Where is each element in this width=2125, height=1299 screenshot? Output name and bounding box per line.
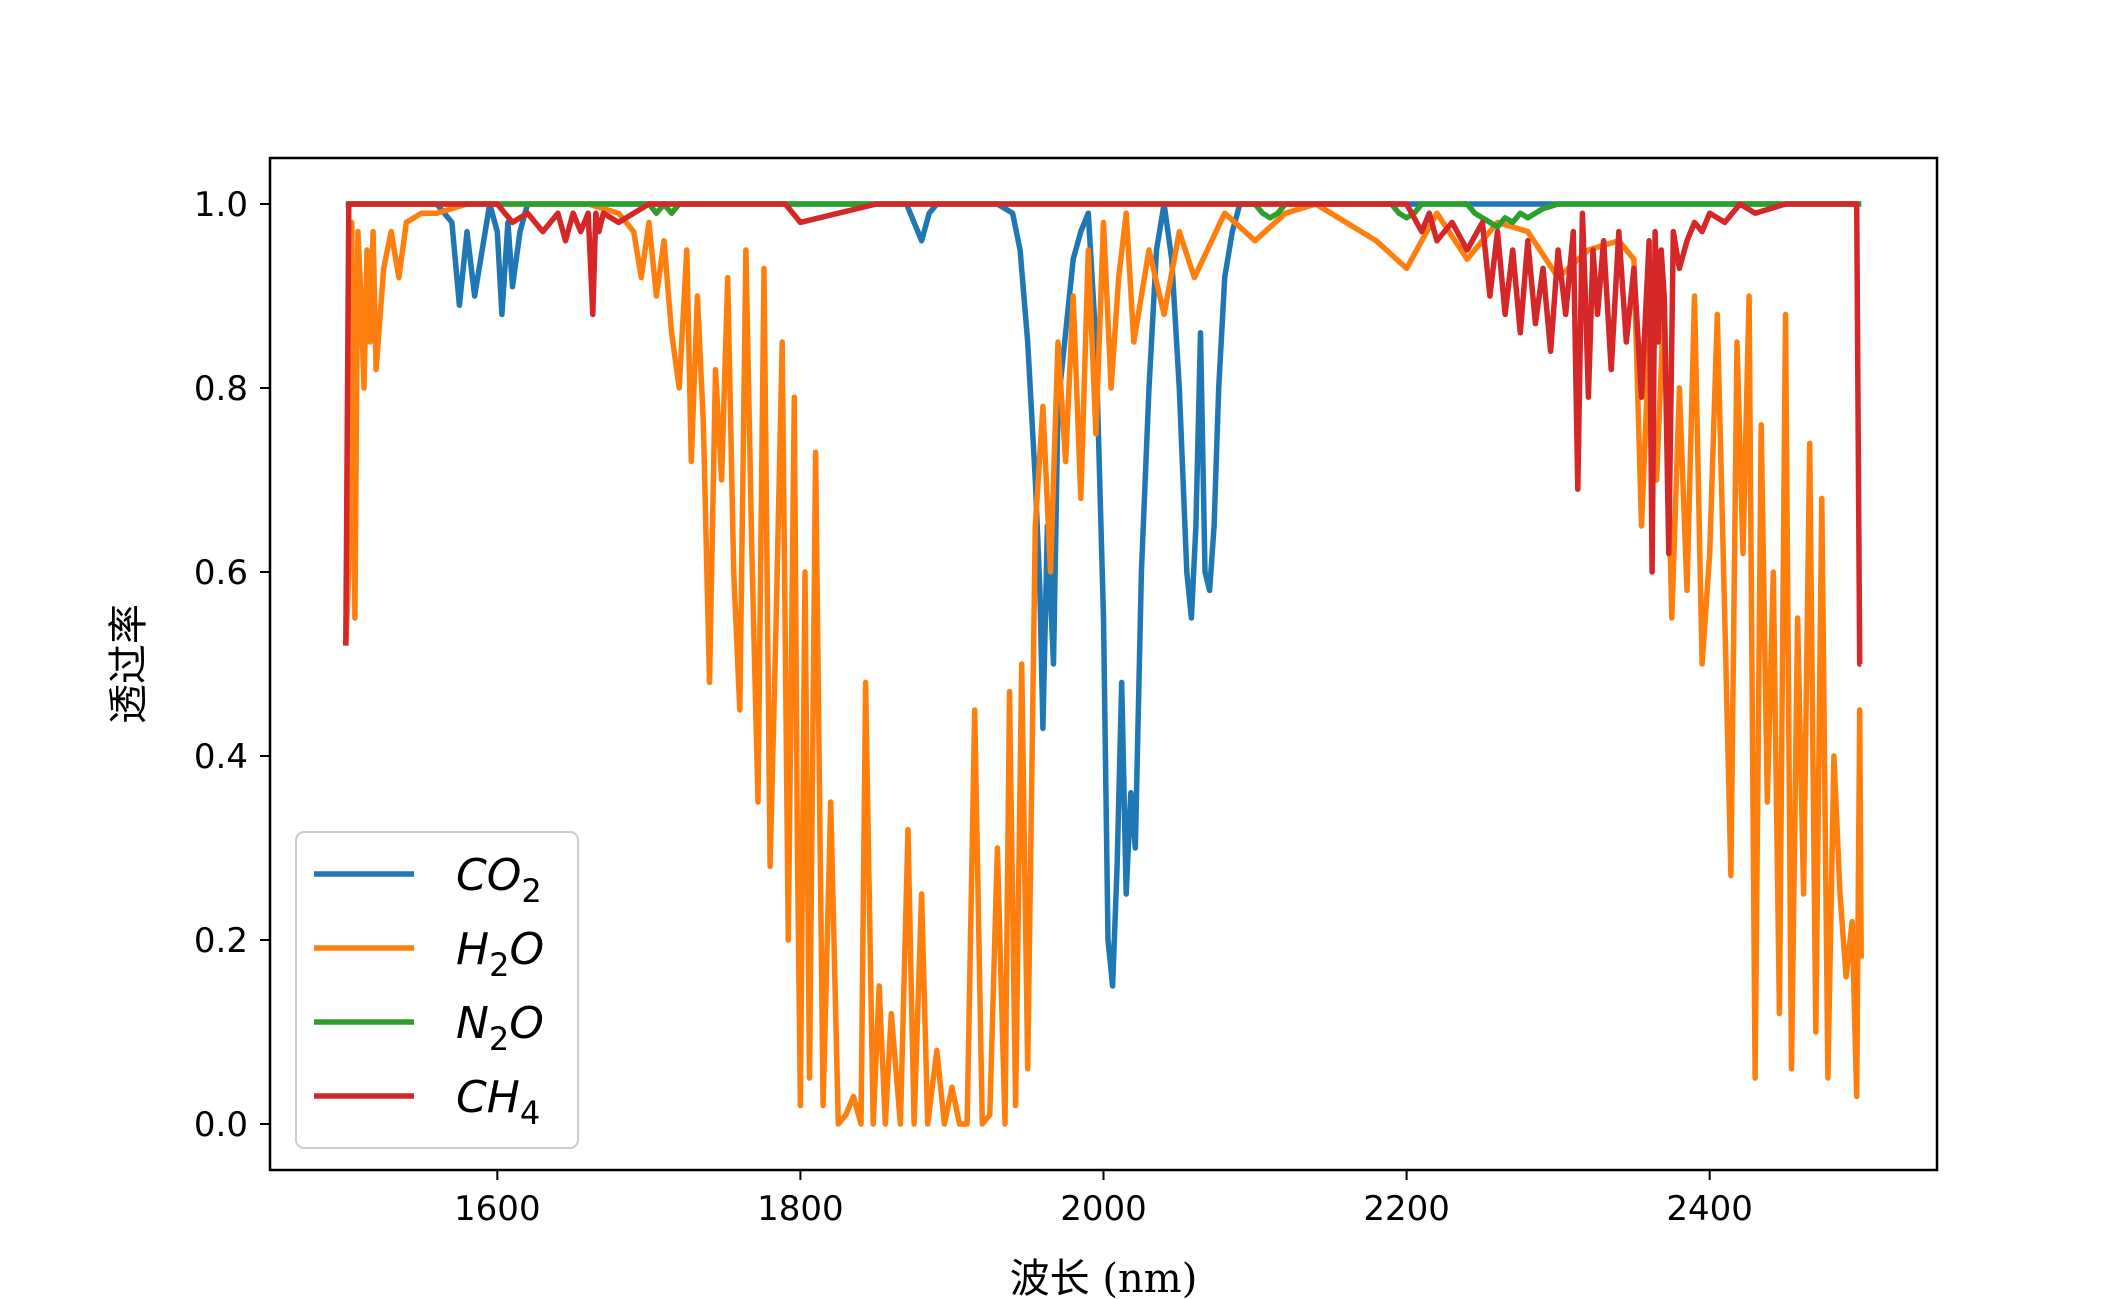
legend-label-n2o: N2O — [456, 998, 544, 1058]
legend-label-subscript: 2 — [489, 946, 509, 984]
legend-label-main: CO — [456, 850, 521, 901]
legend-label-subscript: 2 — [521, 872, 541, 910]
legend-label-subscript: 2 — [489, 1020, 509, 1058]
legend-label-main: CH — [456, 1072, 520, 1123]
legend-label-tail: O — [509, 924, 544, 975]
x-tick-label: 2000 — [1060, 1189, 1147, 1229]
legend-label-main: N — [456, 998, 489, 1049]
series-line-h2o — [343, 201, 1864, 1127]
x-tick-label: 2400 — [1666, 1189, 1753, 1229]
legend-label-subscript: 4 — [520, 1094, 540, 1132]
legend-label-main: H — [456, 924, 489, 975]
y-tick-label: 0.2 — [194, 921, 248, 961]
series-layer — [343, 201, 1864, 1127]
legend-label-ch4: CH4 — [456, 1072, 540, 1132]
y-tick-label: 0.0 — [194, 1105, 248, 1145]
y-tick-label: 0.6 — [194, 553, 248, 593]
legend-label-tail: O — [509, 998, 544, 1049]
y-tick-label: 0.8 — [194, 369, 248, 409]
legend-label-h2o: H2O — [456, 924, 544, 984]
legend-label-co2: CO2 — [456, 850, 542, 910]
series-line-co2 — [345, 201, 1862, 989]
x-tick-label: 2200 — [1363, 1189, 1450, 1229]
x-tick-label: 1600 — [454, 1189, 541, 1229]
series-line-ch4 — [343, 201, 1863, 667]
y-tick-label: 1.0 — [194, 185, 248, 225]
x-axis-ticks: 1600 1800 2000 2200 2400 — [454, 1170, 1753, 1229]
legend-box — [295, 831, 579, 1149]
y-axis-label: 透过率 — [106, 604, 152, 724]
x-tick-label: 1800 — [757, 1189, 844, 1229]
y-tick-label: 0.4 — [194, 737, 248, 777]
x-axis-label: 波长 (nm) — [1010, 1256, 1198, 1299]
y-axis-ticks: 0.0 0.2 0.4 0.6 0.8 1.0 — [194, 185, 270, 1145]
